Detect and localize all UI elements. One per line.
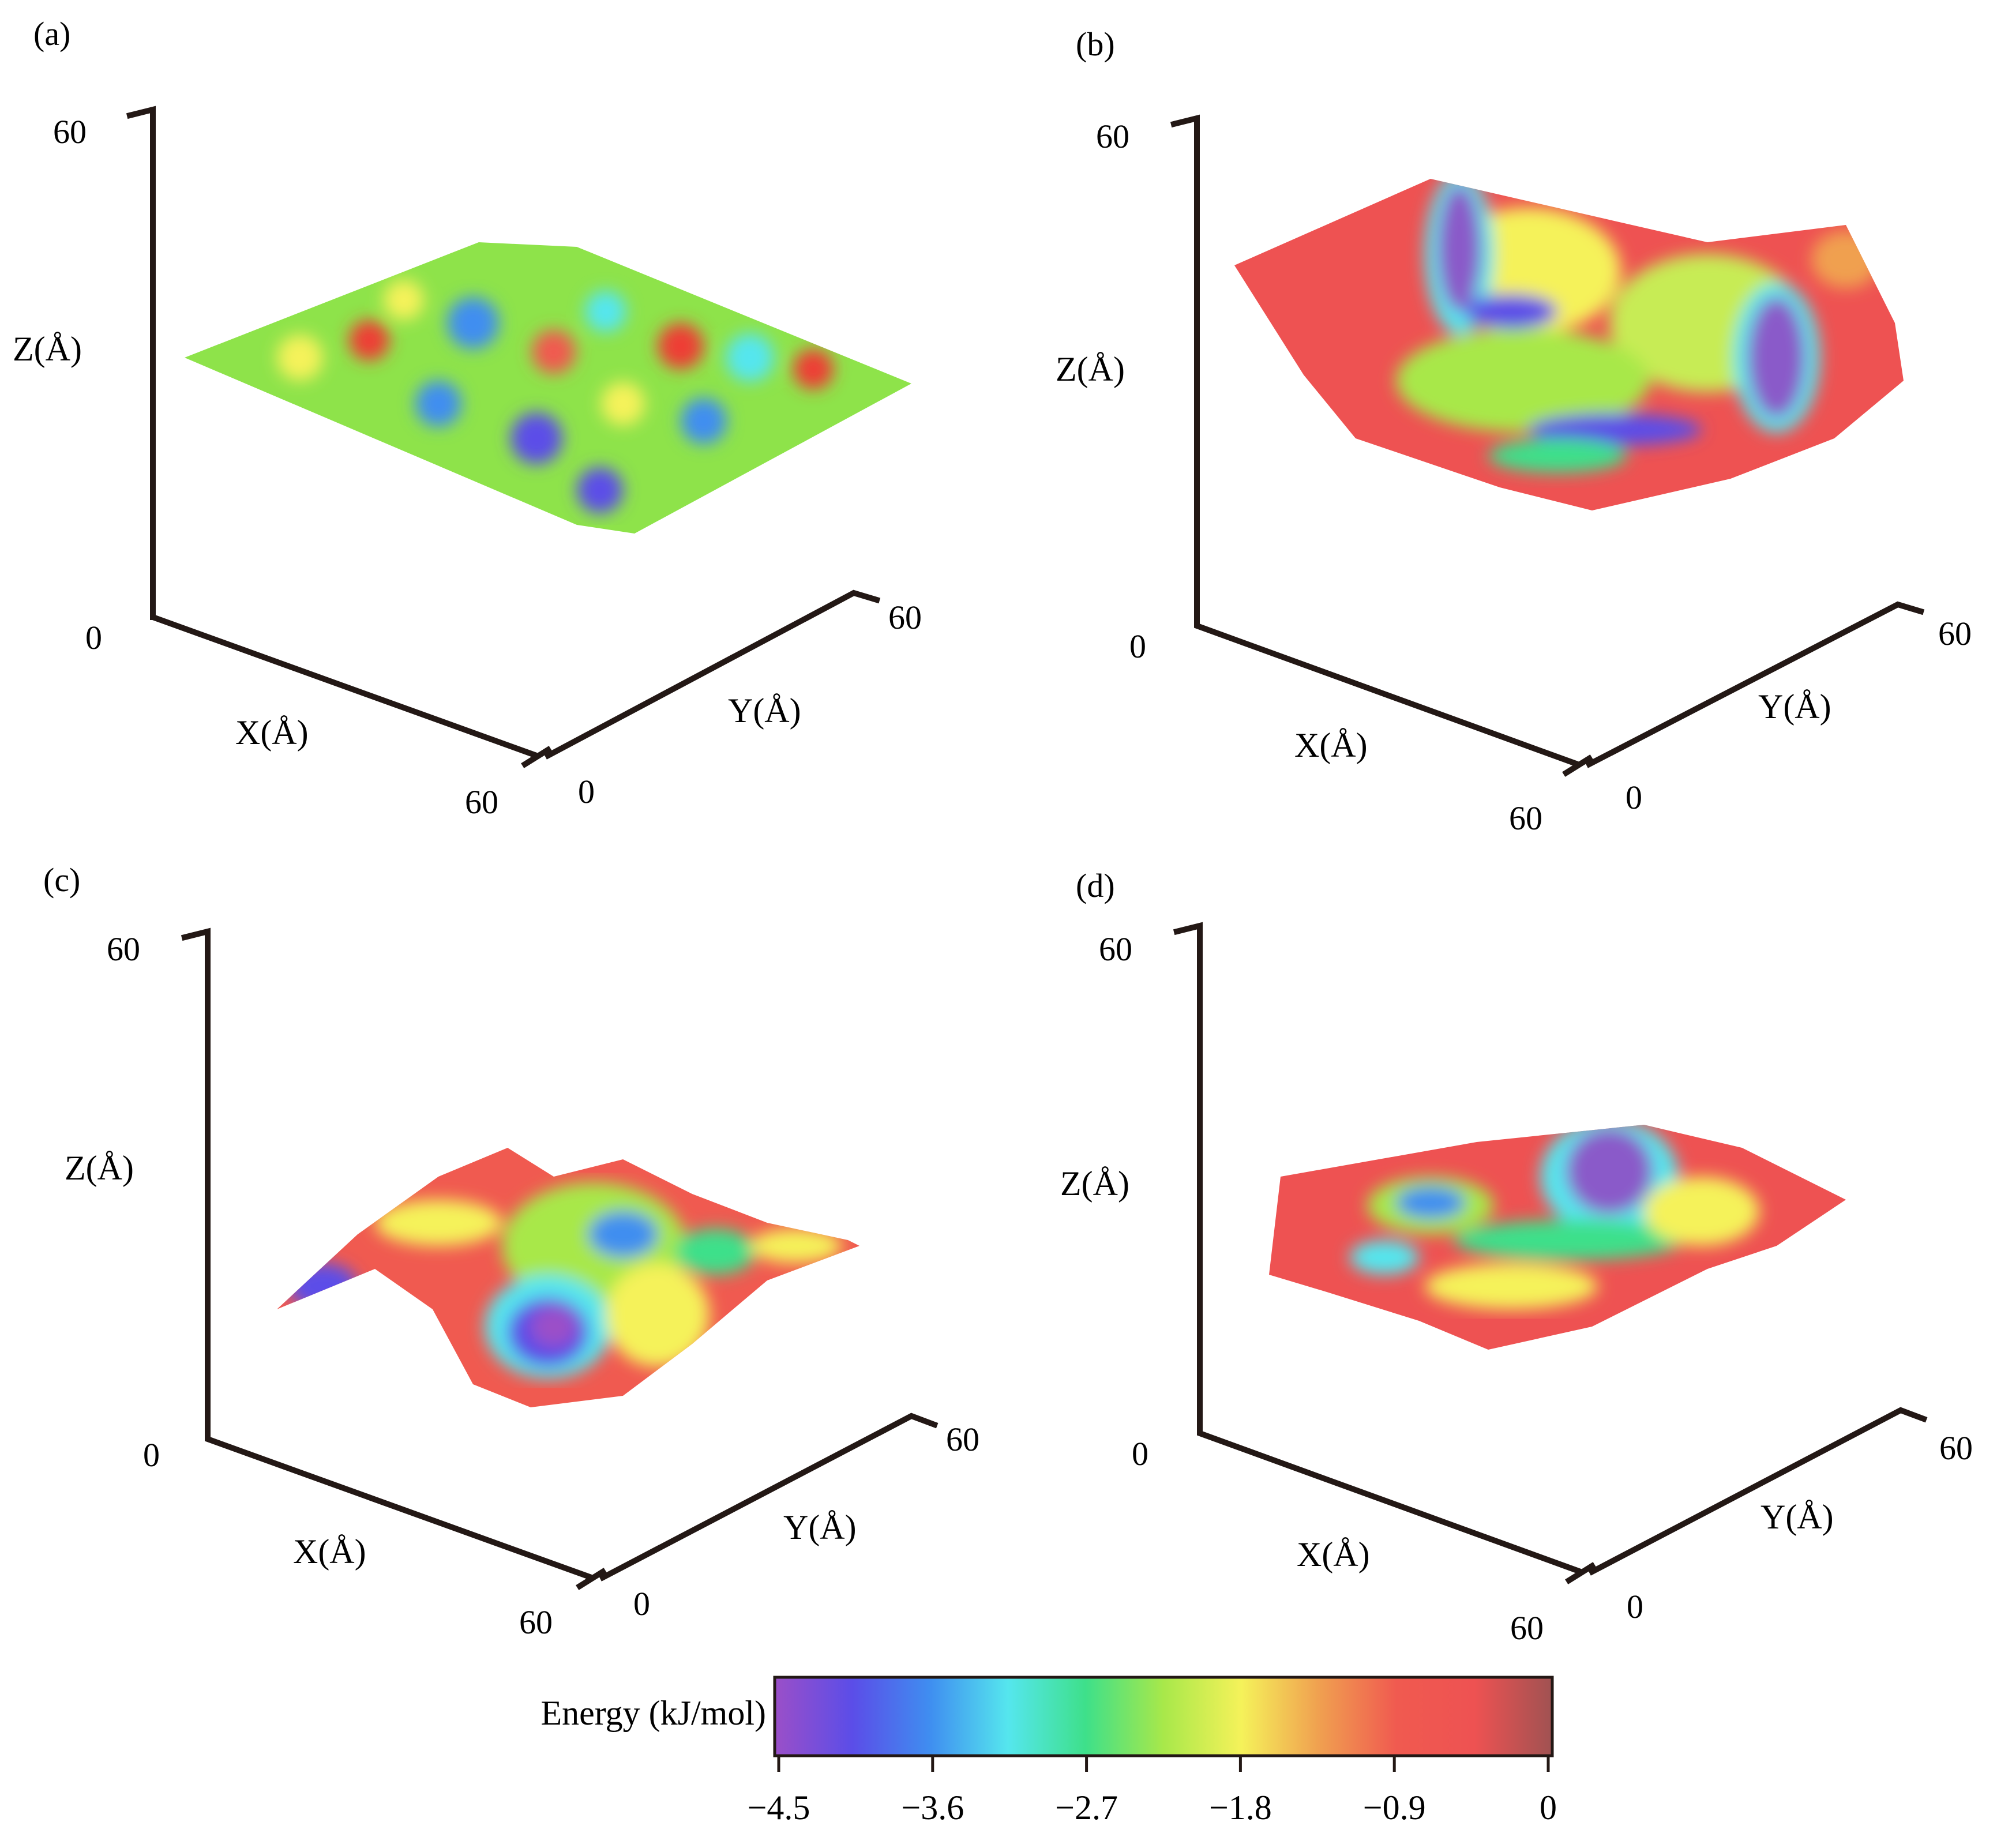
- x-tick-end: 60: [1510, 1609, 1544, 1647]
- z-tick-top: 60: [1099, 930, 1132, 968]
- y-tick-start: 0: [578, 773, 595, 810]
- z-tick-top: 60: [53, 113, 87, 151]
- y-axis-label: Y(Å): [728, 692, 801, 730]
- origin-tick: 0: [143, 1436, 160, 1474]
- surface-a: [185, 242, 911, 534]
- y-tick-start: 0: [1626, 779, 1642, 816]
- panel-d: (d) 60 Z(Å) 0 X(Å) 60 0 Y(Å) 60: [1060, 867, 1973, 1647]
- surface-d: [1269, 1125, 1846, 1350]
- x-tick-end: 60: [465, 783, 498, 821]
- axes-b: [1170, 114, 1925, 777]
- z-axis-label: Z(Å): [65, 1149, 134, 1187]
- surface-b: [1234, 179, 1904, 510]
- y-tick-end: 60: [1939, 1429, 1973, 1467]
- colorbar-tick-label: −0.9: [1363, 1789, 1426, 1827]
- colorbar-tick-label: 0: [1540, 1789, 1557, 1827]
- panel-a: (a) 60 Z(Å) 0: [13, 15, 922, 821]
- panel-label: (d): [1076, 867, 1115, 904]
- colorbar-gradient: [773, 1676, 1554, 1757]
- colorbar-tick-label: −3.6: [901, 1789, 964, 1827]
- x-tick-end: 60: [1509, 799, 1542, 837]
- axes-d: [1173, 922, 1928, 1584]
- y-tick-end: 60: [888, 599, 922, 636]
- axes-c: [181, 927, 939, 1590]
- panel-label: (b): [1076, 25, 1115, 63]
- origin-tick: 0: [1132, 1435, 1148, 1473]
- y-axis-label: Y(Å): [1758, 688, 1831, 726]
- x-axis-label: X(Å): [293, 1533, 366, 1571]
- y-tick-end: 60: [946, 1421, 979, 1458]
- y-axis-label: Y(Å): [783, 1508, 857, 1546]
- panel-label: (c): [43, 861, 80, 899]
- axes-a: [126, 106, 881, 768]
- colorbar-label: Energy (kJ/mol): [541, 1694, 767, 1732]
- z-axis-label: Z(Å): [1056, 350, 1125, 388]
- z-tick-top: 60: [1096, 118, 1129, 155]
- x-axis-label: X(Å): [235, 713, 309, 752]
- y-tick-start: 0: [1627, 1588, 1643, 1625]
- colorbar-ticks: −4.5 −3.6 −2.7 −1.8 −0.9 0: [748, 1756, 1557, 1827]
- panel-c: (c) 60 Z(Å) 0 X(Å) 60 0 Y(Å) 6: [43, 861, 979, 1641]
- colorbar-tick-label: −2.7: [1055, 1789, 1118, 1827]
- z-axis-label: Z(Å): [1060, 1165, 1129, 1203]
- surface-c: [277, 1148, 859, 1407]
- origin-tick: 0: [85, 619, 102, 656]
- colorbar: Energy (kJ/mol) −4.5 −3.6 −2.7 −1.8 −0.9 0: [541, 1676, 1557, 1827]
- y-axis-label: Y(Å): [1760, 1498, 1834, 1536]
- origin-tick: 0: [1129, 628, 1146, 665]
- colorbar-tick-label: −4.5: [748, 1789, 810, 1827]
- y-tick-start: 0: [633, 1585, 650, 1622]
- y-tick-end: 60: [1938, 615, 1972, 652]
- x-axis-label: X(Å): [1294, 726, 1368, 764]
- x-axis-label: X(Å): [1297, 1535, 1370, 1573]
- z-tick-top: 60: [107, 930, 140, 968]
- x-tick-end: 60: [519, 1603, 553, 1641]
- colorbar-tick-label: −1.8: [1209, 1789, 1272, 1827]
- panel-label: (a): [33, 15, 70, 52]
- z-axis-label: Z(Å): [13, 330, 82, 368]
- panel-b: (b) 60 Z(Å) 0 X(Å) 60 0 Y: [1056, 25, 1972, 837]
